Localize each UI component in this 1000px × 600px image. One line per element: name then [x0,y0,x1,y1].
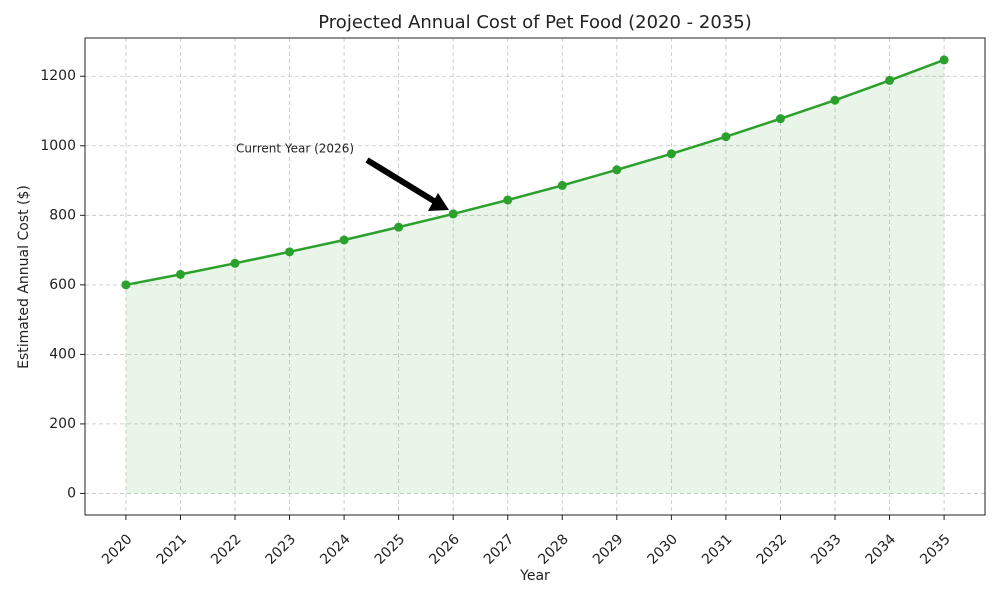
data-point [830,95,840,105]
x-tick-label: 2025 [372,531,409,568]
x-tick-label: 2021 [154,531,191,568]
data-point [339,235,349,245]
y-tick-label: 800 [49,207,76,223]
x-tick-label: 2020 [99,531,136,568]
chart-title: Projected Annual Cost of Pet Food (2020 … [318,12,751,33]
y-axis-label: Estimated Annual Cost ($) [16,185,32,369]
area-fill [125,59,945,494]
data-point [721,132,731,142]
y-tick-label: 600 [49,277,76,293]
x-tick-label: 2033 [808,531,845,568]
x-tick-label: 2029 [590,531,627,568]
annotation-arrow [365,157,449,211]
data-point [775,114,785,124]
x-tick-label: 2023 [263,531,300,568]
y-tick-label: 400 [49,346,76,362]
annotation-text: Current Year (2026) [236,142,354,156]
x-tick-label: 2030 [645,531,682,568]
data-point [557,180,567,190]
data-point [121,280,131,290]
x-tick-label: 2024 [317,531,354,568]
x-tick-label: 2035 [917,531,954,568]
data-point [612,165,622,175]
data-point [448,209,458,219]
x-tick-label: 2022 [208,531,245,568]
x-tick-label: 2034 [863,531,900,568]
y-tick-label: 200 [49,416,76,432]
data-point [885,75,895,85]
data-point [175,269,185,279]
data-point [939,55,949,65]
y-tick-label: 0 [67,485,76,501]
data-point [285,247,295,257]
x-tick-label: 2026 [426,531,463,568]
arrow-shaft [365,157,436,204]
plot-frame [84,37,986,516]
series-line [125,58,945,287]
x-tick-label: 2028 [535,531,572,568]
plot-area: 0 200 400 600 800 1000 1200 2020 2021 2022 2023 202… [40,38,985,568]
x-tick-label: 2031 [699,531,736,568]
x-axis-label: Year [519,568,550,584]
data-point [503,195,513,205]
y-tick-label: 1000 [40,138,76,154]
y-tick-label: 1200 [40,68,76,84]
arrow-head [428,193,449,211]
x-tick-label: 2032 [754,531,791,568]
x-tick-label: 2027 [481,531,518,568]
data-point [230,258,240,268]
data-point [666,149,676,159]
data-point [394,222,404,232]
